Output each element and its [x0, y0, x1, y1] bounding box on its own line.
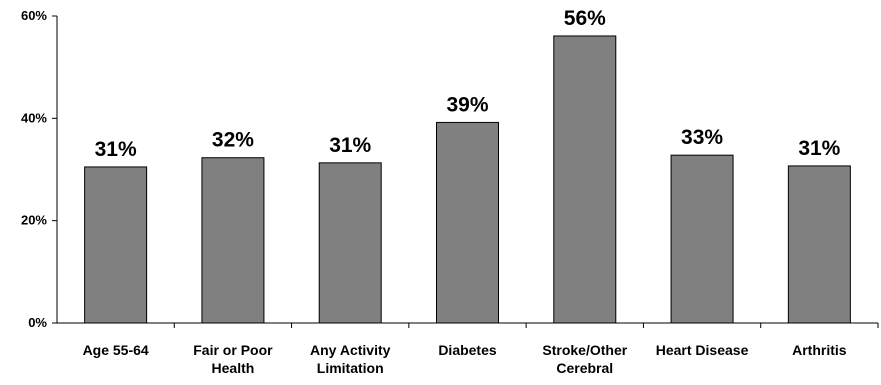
category-label: Fair or Poor	[193, 342, 273, 358]
category-label: Limitation	[317, 360, 384, 376]
data-label: 32%	[212, 129, 254, 152]
y-axis: 0% 20% 40% 60%	[21, 8, 58, 330]
category-label: Heart Disease	[656, 342, 749, 358]
category-label: Arthritis	[792, 342, 847, 358]
data-labels: 31% 32% 31% 39% 56% 33% 31%	[95, 7, 841, 161]
data-label: 31%	[329, 134, 371, 157]
x-axis	[57, 322, 879, 328]
category-labels: Age 55-64 Fair or Poor Health Any Activity L…	[83, 342, 847, 376]
y-tick-label: 60%	[21, 8, 47, 23]
y-tick-label: 20%	[21, 213, 47, 228]
bars	[84, 35, 851, 324]
bar	[553, 35, 617, 324]
y-tick-label: 40%	[21, 110, 47, 125]
category-label: Age 55-64	[83, 342, 149, 358]
bar	[670, 154, 734, 324]
y-tick-label: 0%	[28, 315, 47, 330]
data-label: 31%	[95, 138, 137, 161]
bar	[436, 121, 499, 324]
category-label: Cerebral	[556, 360, 613, 376]
bar	[84, 166, 148, 324]
data-label: 56%	[564, 7, 606, 30]
bar	[201, 157, 265, 324]
category-label: Any Activity	[310, 342, 391, 358]
category-label: Stroke/Other	[542, 342, 627, 358]
data-label: 39%	[446, 93, 488, 116]
data-label: 33%	[681, 126, 723, 149]
category-label: Diabetes	[438, 342, 497, 358]
bar	[318, 162, 382, 324]
bar	[787, 165, 851, 324]
category-label: Health	[212, 360, 255, 376]
data-label: 31%	[798, 137, 840, 160]
